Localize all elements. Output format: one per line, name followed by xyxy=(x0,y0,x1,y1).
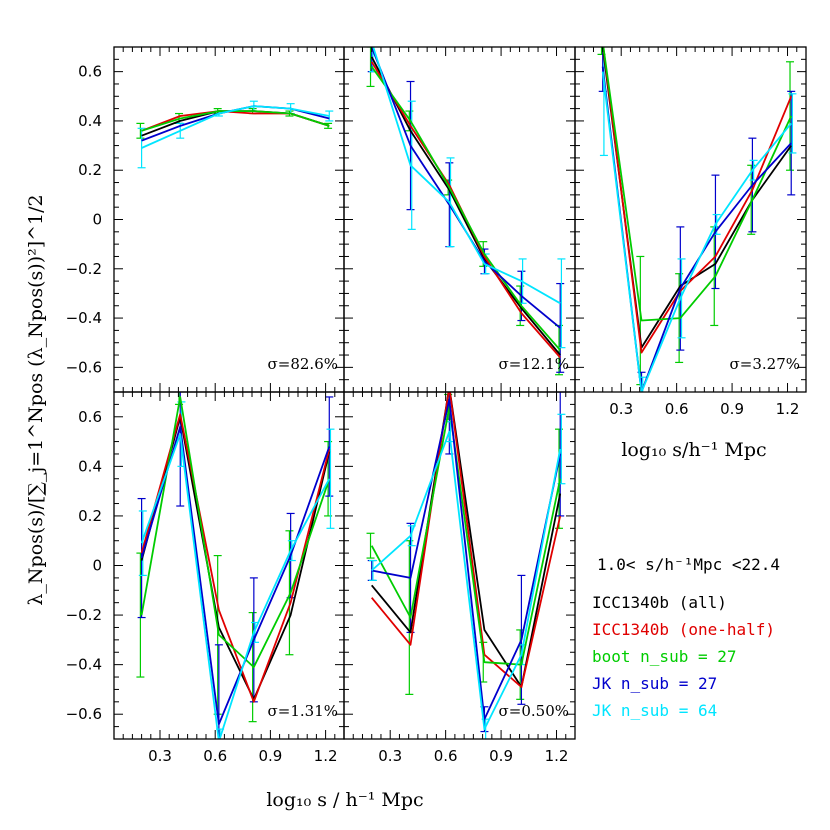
series-line-jk-n-sub-27 xyxy=(601,66,792,392)
y-tick-label: 0.2 xyxy=(78,161,102,179)
panel-1: 0.6 0.4 0.2 0 −0.2 −0.4 −0.6 σ=82.6% xyxy=(66,46,345,393)
series-line-jk-n-sub-27 xyxy=(140,425,331,725)
series-line-jk-n-sub-64 xyxy=(601,71,792,392)
panel-5-plot xyxy=(366,392,566,739)
series-line-boot-n-sub-27 xyxy=(370,66,561,351)
series-line-boot-n-sub-27 xyxy=(141,110,330,132)
panel-2-plot xyxy=(366,47,566,376)
y-tick-label: 0.4 xyxy=(78,457,102,475)
legend-item-jk-27: JK n_sub = 27 xyxy=(592,674,717,693)
panel-sigma-label: σ=12.1% xyxy=(499,355,569,373)
panel-sigma-label: σ=3.27% xyxy=(730,355,800,373)
x-axis-title-side: log₁₀ s/h⁻¹ Mpc xyxy=(621,439,766,461)
x-tick-label: 1.2 xyxy=(545,747,569,765)
series-line-jk-n-sub-64 xyxy=(371,430,562,730)
panel-4-plot xyxy=(136,392,335,739)
x-tick-label: 0.6 xyxy=(434,747,458,765)
series-line-jk-n-sub-64 xyxy=(140,433,331,739)
panel-1-plot xyxy=(136,100,334,169)
panel-frame xyxy=(113,46,345,393)
x-tick-label: 1.2 xyxy=(314,747,338,765)
x-tick-label: 0.6 xyxy=(203,747,227,765)
series-line-boot-n-sub-27 xyxy=(602,47,793,322)
legend-item-jk-64: JK n_sub = 64 xyxy=(592,701,717,720)
y-tick-label: 0 xyxy=(92,211,102,229)
legend-item-one-half: ICC1340b (one-half) xyxy=(592,620,775,639)
y-tick-label: 0.6 xyxy=(78,408,102,426)
y-axis-title: λ_Npos(s)/[∑_j=1^Npos (λ_Npos(s))²]^1/2 xyxy=(25,194,47,605)
x-tick-label: 0.3 xyxy=(148,747,172,765)
series-line-boot-n-sub-27 xyxy=(140,396,331,668)
y-tick-label: −0.6 xyxy=(66,705,102,723)
y-tick-label: 0 xyxy=(92,557,102,575)
series-line-jk-n-sub-27 xyxy=(371,398,562,721)
x-tick-label: 0.6 xyxy=(665,400,689,418)
y-tick-label: 0.4 xyxy=(78,112,102,130)
legend: 1.0< s/h⁻¹Mpc <22.4 ICC1340b (all) ICC13… xyxy=(592,555,780,720)
series-line-icc1340b-all- xyxy=(370,56,561,356)
x-axis-title-bottom: log₁₀ s / h⁻¹ Mpc xyxy=(266,789,423,811)
series-line-boot-n-sub-27 xyxy=(370,405,562,666)
y-tick-label: −0.6 xyxy=(66,358,102,376)
panel-3-plot xyxy=(597,47,797,392)
x-tick-label: 0.9 xyxy=(720,400,744,418)
series-line-icc1340b-all- xyxy=(141,110,330,137)
panel-sigma-label: σ=0.50% xyxy=(499,702,569,720)
series-line-jk-n-sub-64 xyxy=(372,47,561,305)
series-line-jk-n-sub-64 xyxy=(141,105,330,149)
panel-frame xyxy=(343,391,576,740)
legend-item-all: ICC1340b (all) xyxy=(592,593,727,612)
series-line-icc1340b-one-half- xyxy=(371,392,562,688)
panel-sigma-label: σ=82.6% xyxy=(268,355,338,373)
x-tick-label: 0.9 xyxy=(489,747,513,765)
panel-sigma-label: σ=1.31% xyxy=(268,702,338,720)
series-line-icc1340b-one-half- xyxy=(602,47,793,354)
y-tick-label: −0.4 xyxy=(66,309,102,327)
y-tick-label: 0.2 xyxy=(78,507,102,525)
legend-item-boot-27: boot n_sub = 27 xyxy=(592,647,737,666)
y-tick-label: −0.2 xyxy=(66,260,102,278)
legend-range: 1.0< s/h⁻¹Mpc <22.4 xyxy=(597,555,780,574)
x-tick-label: 0.3 xyxy=(378,747,402,765)
panel-2: σ=12.1% xyxy=(343,46,576,393)
panel-frame xyxy=(113,391,345,740)
panel-3: 0.3 0.6 0.9 1.2 σ=3.27% xyxy=(574,46,807,418)
y-tick-label: −0.4 xyxy=(66,656,102,674)
panel-grid: 0.60.40.20−0.2−0.4−0.6 σ=82.6% σ=12.1%0.3 0… xyxy=(66,46,807,765)
y-tick-label: −0.2 xyxy=(66,606,102,624)
x-tick-label: 0.3 xyxy=(609,400,633,418)
x-tick-label: 1.2 xyxy=(776,400,800,418)
y-tick-label: 0.6 xyxy=(78,63,102,81)
panel-5: 0.3 0.6 0.9 1.2 σ=0.50% xyxy=(343,391,576,765)
x-tick-label: 0.9 xyxy=(258,747,282,765)
series-line-jk-n-sub-27 xyxy=(370,47,561,329)
panel-4: 0.6 0.4 0.2 0 −0.2 −0.4 −0.6 0.3 0.6 0.9 1.2 σ=1.31… xyxy=(66,391,345,765)
